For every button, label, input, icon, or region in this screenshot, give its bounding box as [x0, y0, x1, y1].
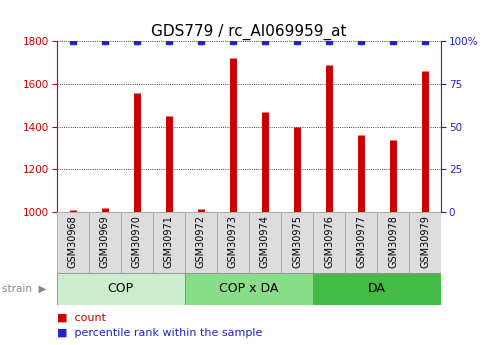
Text: COP: COP	[108, 283, 134, 295]
Bar	[57, 212, 89, 273]
Bar	[121, 212, 153, 273]
Title: GDS779 / rc_AI069959_at: GDS779 / rc_AI069959_at	[151, 24, 347, 40]
Bar	[345, 212, 377, 273]
Bar	[377, 212, 409, 273]
Text: GSM30969: GSM30969	[100, 215, 110, 268]
Bar	[249, 212, 281, 273]
Bar	[281, 212, 313, 273]
Bar	[153, 212, 185, 273]
Text: ■  percentile rank within the sample: ■ percentile rank within the sample	[57, 328, 262, 338]
Text: GSM30976: GSM30976	[324, 215, 334, 268]
Text: GSM30979: GSM30979	[420, 215, 430, 268]
Text: ■  count: ■ count	[57, 313, 106, 323]
Bar	[57, 273, 185, 305]
Text: GSM30978: GSM30978	[388, 215, 398, 268]
Text: strain  ▶: strain ▶	[2, 284, 47, 294]
Text: GSM30972: GSM30972	[196, 215, 206, 268]
Text: COP x DA: COP x DA	[219, 283, 279, 295]
Text: GSM30977: GSM30977	[356, 215, 366, 268]
Text: GSM30971: GSM30971	[164, 215, 174, 268]
Text: GSM30970: GSM30970	[132, 215, 142, 268]
Text: GSM30974: GSM30974	[260, 215, 270, 268]
Bar	[89, 212, 121, 273]
Bar	[185, 212, 217, 273]
Bar	[185, 273, 313, 305]
Bar	[409, 212, 441, 273]
Text: GSM30975: GSM30975	[292, 215, 302, 268]
Bar	[313, 212, 345, 273]
Text: GSM30973: GSM30973	[228, 215, 238, 268]
Bar	[313, 273, 441, 305]
Text: DA: DA	[368, 283, 386, 295]
Text: GSM30968: GSM30968	[68, 215, 78, 268]
Bar	[217, 212, 249, 273]
